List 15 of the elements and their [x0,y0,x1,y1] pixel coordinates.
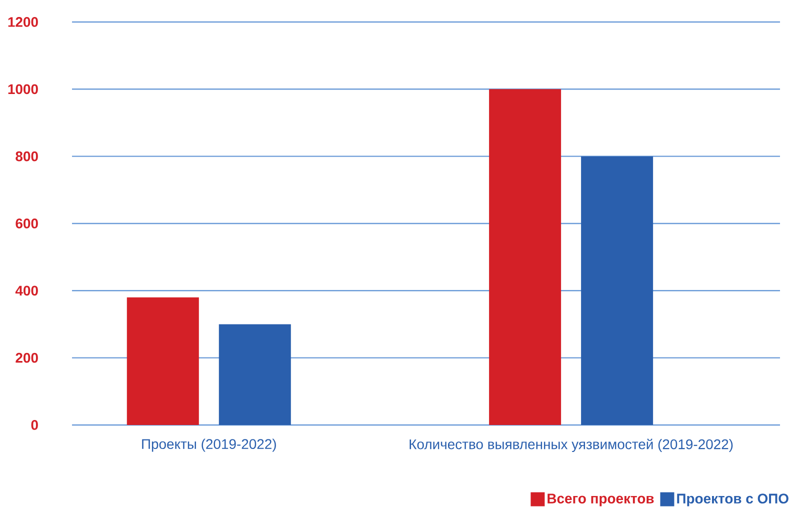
bar [218,324,291,425]
bar [126,297,199,425]
y-tick-label: 800 [16,151,38,162]
legend-label: Всего проектов [548,494,654,506]
x-tick-label: Проекты (2019-2022) [142,438,276,452]
legend-label: Проектов с ОПО [677,494,788,506]
y-tick-label: 1200 [8,17,38,27]
bar [581,156,654,425]
bar [489,89,562,425]
y-tick-label: 600 [16,218,38,228]
y-tick-label: 400 [15,286,38,296]
x-tick-label: Количество выявленных уязвимостей (2019-2022) [410,438,733,452]
y-tick-label: 1000 [8,84,38,94]
y-tick-label: 0 [31,420,38,430]
y-tick-label: 200 [16,352,38,363]
